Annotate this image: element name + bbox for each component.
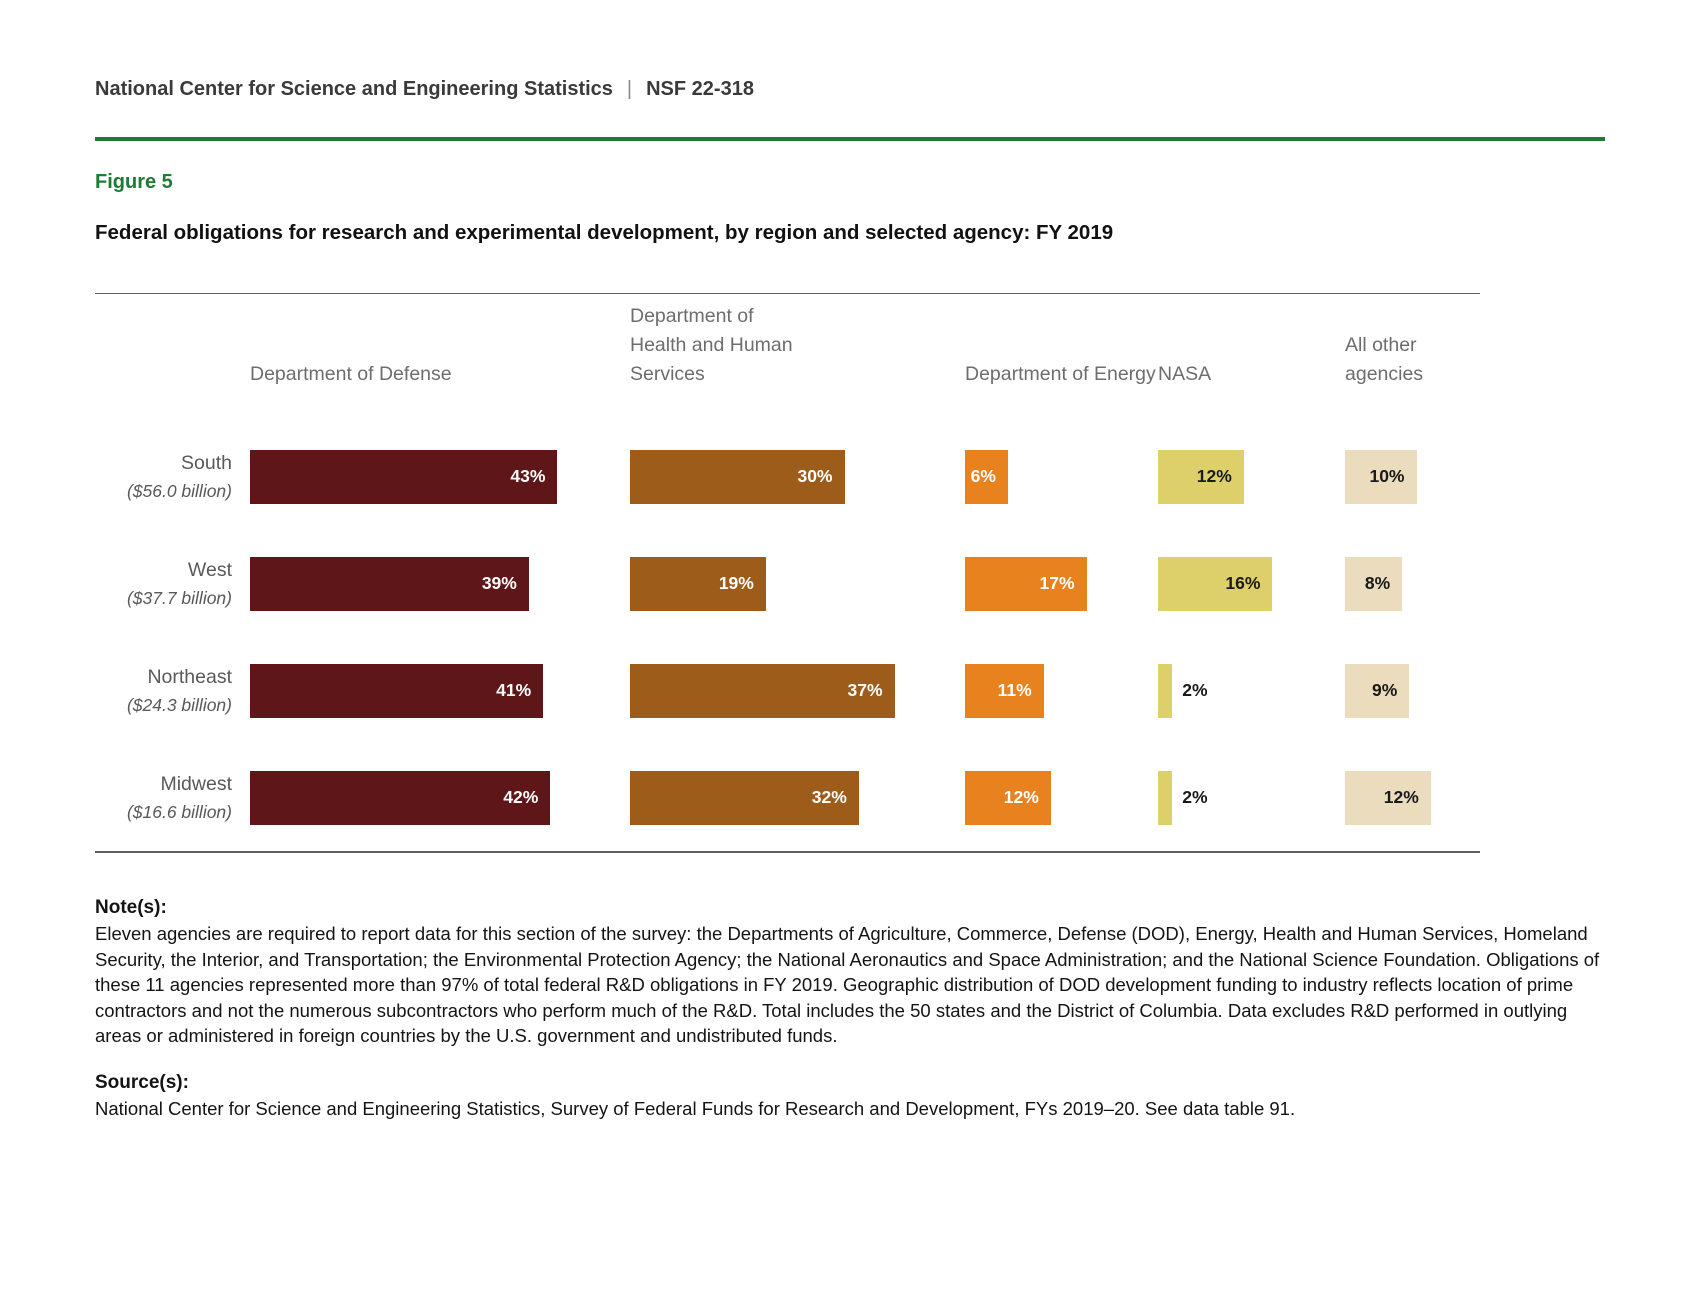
bar-cell: 16% <box>1158 556 1345 611</box>
bar-value-label: 2% <box>1182 680 1208 700</box>
column-header: NASA <box>1158 363 1212 385</box>
bar: 37% <box>630 663 895 718</box>
notes-section: Note(s): Eleven agencies are required to… <box>95 895 1617 1049</box>
report-number: NSF 22-318 <box>646 78 754 100</box>
region-name: Midwest <box>160 772 232 795</box>
region-name: West <box>187 558 232 581</box>
bar-value-label: 12% <box>1003 787 1039 807</box>
bar-cell: 32% <box>630 770 965 825</box>
bar-value-label: 9% <box>1372 680 1398 700</box>
bar <box>1158 770 1173 825</box>
bar: 43% <box>250 449 558 504</box>
bar: 9% <box>1345 663 1410 718</box>
source-section: Source(s): National Center for Science a… <box>95 1070 1617 1122</box>
bar-cell: 42% <box>250 770 630 825</box>
bar-value-label: 2% <box>1182 787 1208 807</box>
bar <box>1158 663 1173 718</box>
bar-value-label: 43% <box>510 466 546 486</box>
region-row: South ($56.0 billion) 43% 30% 6% 12% 10% <box>95 423 1480 530</box>
figure-title: Federal obligations for research and exp… <box>95 221 1114 244</box>
bar-value-label: 12% <box>1383 787 1419 807</box>
accent-divider <box>95 137 1605 141</box>
bar-value-label: 8% <box>1364 573 1391 593</box>
region-name: South <box>181 451 232 474</box>
bar-value-label: 12% <box>1196 466 1232 486</box>
region-label-cell: West ($37.7 billion) <box>95 556 250 612</box>
document-header: National Center for Science and Engineer… <box>95 78 1605 101</box>
region-label-cell: Midwest ($16.6 billion) <box>95 770 250 826</box>
bar: 10% <box>1345 449 1417 504</box>
header-separator: | <box>626 78 633 100</box>
bar: 41% <box>250 663 544 718</box>
bar-value-label: 19% <box>718 573 754 593</box>
region-row: Northeast ($24.3 billion) 41% 37% 11% 2% 9% <box>95 637 1480 744</box>
bar-cell: 39% <box>250 556 630 611</box>
bar-value-label: 41% <box>496 680 532 700</box>
bar-cell: 8% <box>1345 556 1480 611</box>
bar-value-label: 11% <box>997 680 1032 700</box>
notes-heading: Note(s): <box>95 897 167 918</box>
figure-label: Figure 5 <box>95 171 173 193</box>
notes-body: Eleven agencies are required to report d… <box>95 923 1600 1046</box>
bar-cell: 2% <box>1158 770 1345 825</box>
bar-value-label: 37% <box>847 680 883 700</box>
bar-cell: 6% <box>965 449 1158 504</box>
region-total: ($56.0 billion) <box>126 480 232 501</box>
bar: 42% <box>250 770 551 825</box>
bar-cell: 11% <box>965 663 1158 718</box>
bar-cell: 17% <box>965 556 1158 611</box>
bar-value-label: 16% <box>1225 573 1261 593</box>
bar: 16% <box>1158 556 1273 611</box>
bar-cell: 9% <box>1345 663 1480 718</box>
source-heading: Source(s): <box>95 1071 189 1093</box>
region-row: West ($37.7 billion) 39% 19% 17% 16% 8% <box>95 530 1480 637</box>
region-row: Midwest ($16.6 billion) 42% 32% 12% 2% 12% <box>95 744 1480 851</box>
report-page: National Center for Science and Engineer… <box>95 78 1617 1122</box>
bar: 6% <box>965 449 1008 504</box>
bar-cell: 2% <box>1158 663 1345 718</box>
column-header: All other agencies <box>1345 334 1424 385</box>
bar: 12% <box>1158 449 1244 504</box>
bar-cell: 41% <box>250 663 630 718</box>
column-headers: Department of Defense Department of Healt… <box>95 294 1480 423</box>
region-total: ($16.6 billion) <box>126 801 232 822</box>
bar: 32% <box>630 770 859 825</box>
bar-cell: 10% <box>1345 449 1480 504</box>
bar: 30% <box>630 449 845 504</box>
bar: 11% <box>965 663 1044 718</box>
region-total: ($37.7 billion) <box>126 587 232 608</box>
bar: 12% <box>1345 770 1431 825</box>
bar-cell: 19% <box>630 556 965 611</box>
bar: 39% <box>250 556 529 611</box>
bar-value-label: 6% <box>970 466 996 486</box>
bar-cell: 37% <box>630 663 965 718</box>
column-header: Department of Energy <box>965 363 1156 385</box>
region-total: ($24.3 billion) <box>126 694 232 715</box>
bar-value-label: 30% <box>797 466 833 486</box>
bar-chart: Department of Defense Department of Healt… <box>95 293 1480 853</box>
region-label-cell: South ($56.0 billion) <box>95 449 250 505</box>
bar: 12% <box>965 770 1051 825</box>
bar-value-label: 32% <box>811 787 847 807</box>
bar-cell: 12% <box>965 770 1158 825</box>
bar: 19% <box>630 556 766 611</box>
bar-value-label: 10% <box>1369 466 1405 486</box>
bar-value-label: 42% <box>503 787 539 807</box>
bar: 17% <box>965 556 1087 611</box>
bar-cell: 30% <box>630 449 965 504</box>
column-header: Department of Defense <box>250 363 452 385</box>
bar-cell: 12% <box>1158 449 1345 504</box>
bar: 8% <box>1345 556 1403 611</box>
chart-rows: South ($56.0 billion) 43% 30% 6% 12% 10% West ($… <box>95 423 1480 851</box>
organization-name: National Center for Science and Engineer… <box>95 78 613 100</box>
bar-value-label: 17% <box>1039 573 1075 593</box>
region-name: Northeast <box>147 665 232 688</box>
region-label-cell: Northeast ($24.3 billion) <box>95 663 250 719</box>
bar-cell: 12% <box>1345 770 1480 825</box>
bar-value-label: 39% <box>481 573 517 593</box>
bar-cell: 43% <box>250 449 630 504</box>
source-body: National Center for Science and Engineer… <box>95 1097 1296 1119</box>
column-header: Department of Health and Human Services <box>630 305 793 385</box>
